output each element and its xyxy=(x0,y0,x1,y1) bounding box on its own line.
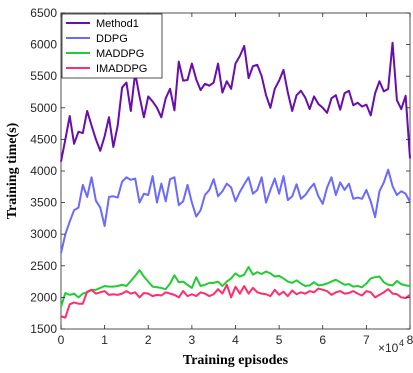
x-axis: 0 1 2 3 4 5 6 7 8 xyxy=(58,13,413,347)
x-tick-label: 0 xyxy=(58,333,65,347)
y-tick-label: 1500 xyxy=(30,322,57,336)
x-tick-label: 6 xyxy=(319,333,326,347)
x-tick-label: 2 xyxy=(145,333,152,347)
legend: Method1 DDPG MADDPG IMADDPG xyxy=(61,13,163,79)
y-tick-label: 6500 xyxy=(30,6,57,20)
y-tick-label: 5500 xyxy=(30,69,57,83)
x-tick-label: 1 xyxy=(101,333,108,347)
series-line-maddpg xyxy=(60,266,411,308)
x-tick-label: 7 xyxy=(363,333,370,347)
legend-entry-method1: Method1 xyxy=(96,18,139,30)
y-tick-label: 3000 xyxy=(30,227,57,241)
x-tick-label: 4 xyxy=(232,333,239,347)
y-axis: 1500 2000 2500 3000 3500 4000 4500 5000 5500 6000… xyxy=(30,6,410,336)
x-axis-multiplier: ×10 xyxy=(378,341,399,355)
y-tick-label: 2000 xyxy=(30,290,57,304)
y-tick-label: 5000 xyxy=(30,101,57,115)
legend-entry-ddpg: DDPG xyxy=(96,33,128,45)
legend-entry-imaddpg: IMADDPG xyxy=(96,63,147,75)
y-tick-label: 4500 xyxy=(30,132,57,146)
x-tick-label: 5 xyxy=(276,333,283,347)
y-tick-label: 4000 xyxy=(30,164,57,178)
legend-entry-maddpg: MADDPG xyxy=(96,48,144,60)
y-axis-label: Training time(s) xyxy=(5,122,20,219)
series-line-method1 xyxy=(60,41,411,162)
y-tick-label: 6000 xyxy=(30,38,57,52)
series-line-ddpg xyxy=(60,168,411,254)
x-axis-label: Training episodes xyxy=(183,353,289,368)
x-axis-multiplier-exponent: 4 xyxy=(399,338,404,348)
y-tick-label: 3500 xyxy=(30,196,57,210)
series-layer xyxy=(60,41,411,319)
y-tick-label: 2500 xyxy=(30,259,57,273)
series-line-imaddpg xyxy=(60,283,411,319)
x-tick-label: 3 xyxy=(189,333,196,347)
x-tick-label: 8 xyxy=(407,333,413,347)
